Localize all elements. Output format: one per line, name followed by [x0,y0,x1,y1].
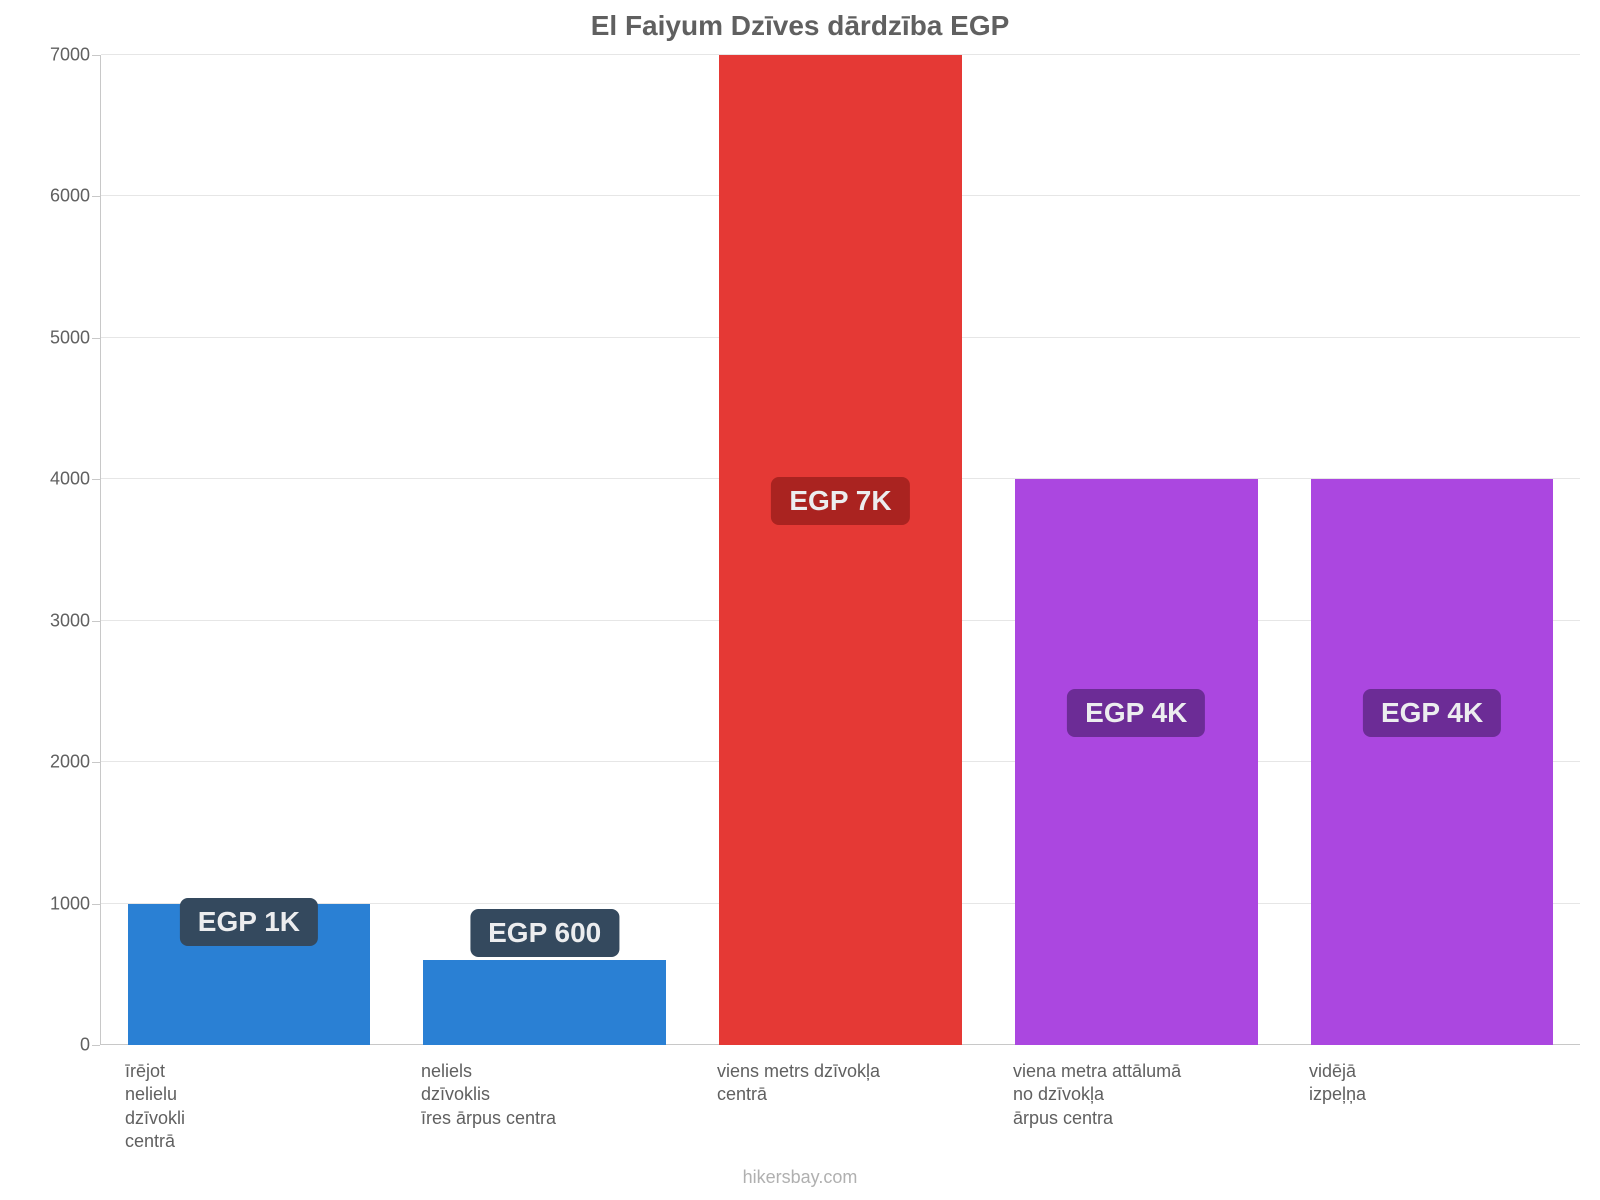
bar: EGP 7K [719,55,962,1045]
y-tick-mark [92,1045,100,1046]
y-tick-label: 1000 [10,893,90,914]
bar-slot: EGP 600 [397,55,693,1045]
y-tick-mark [92,621,100,622]
x-axis-labels: īrējot nelielu dzīvokli centrā neliels d… [100,1060,1580,1154]
y-tick-label: 7000 [10,45,90,66]
y-tick-label: 4000 [10,469,90,490]
y-tick-mark [92,479,100,480]
bar-slot: EGP 1K [101,55,397,1045]
x-label: vidējā izpeļņa [1284,1060,1580,1154]
y-tick-mark [92,762,100,763]
y-tick-mark [92,55,100,56]
bar-slot: EGP 4K [988,55,1284,1045]
y-tick-label: 2000 [10,752,90,773]
value-badge: EGP 4K [1067,689,1205,737]
bar-slot: EGP 7K [693,55,989,1045]
bar: EGP 4K [1311,479,1554,1045]
x-label: viens metrs dzīvokļa centrā [692,1060,988,1154]
y-tick-label: 6000 [10,186,90,207]
y-tick-mark [92,338,100,339]
bar: EGP 600 [423,960,666,1045]
bar: EGP 4K [1015,479,1258,1045]
bar-slot: EGP 4K [1284,55,1580,1045]
x-label: īrējot nelielu dzīvokli centrā [100,1060,396,1154]
value-badge: EGP 7K [771,477,909,525]
bar: EGP 1K [128,904,371,1045]
bars-container: EGP 1K EGP 600 EGP 7K EGP 4K EGP 4K [101,55,1580,1045]
y-tick-mark [92,196,100,197]
x-label: neliels dzīvoklis īres ārpus centra [396,1060,692,1154]
y-tick-label: 5000 [10,327,90,348]
value-badge: EGP 600 [470,909,619,957]
x-label: viena metra attālumā no dzīvokļa ārpus c… [988,1060,1284,1154]
chart-title: El Faiyum Dzīves dārdzība EGP [0,10,1600,42]
plot-area: EGP 1K EGP 600 EGP 7K EGP 4K EGP 4K [100,55,1580,1045]
y-tick-label: 3000 [10,610,90,631]
attribution: hikersbay.com [0,1167,1600,1188]
value-badge: EGP 1K [180,898,318,946]
value-badge: EGP 4K [1363,689,1501,737]
y-tick-mark [92,904,100,905]
y-tick-label: 0 [10,1035,90,1056]
